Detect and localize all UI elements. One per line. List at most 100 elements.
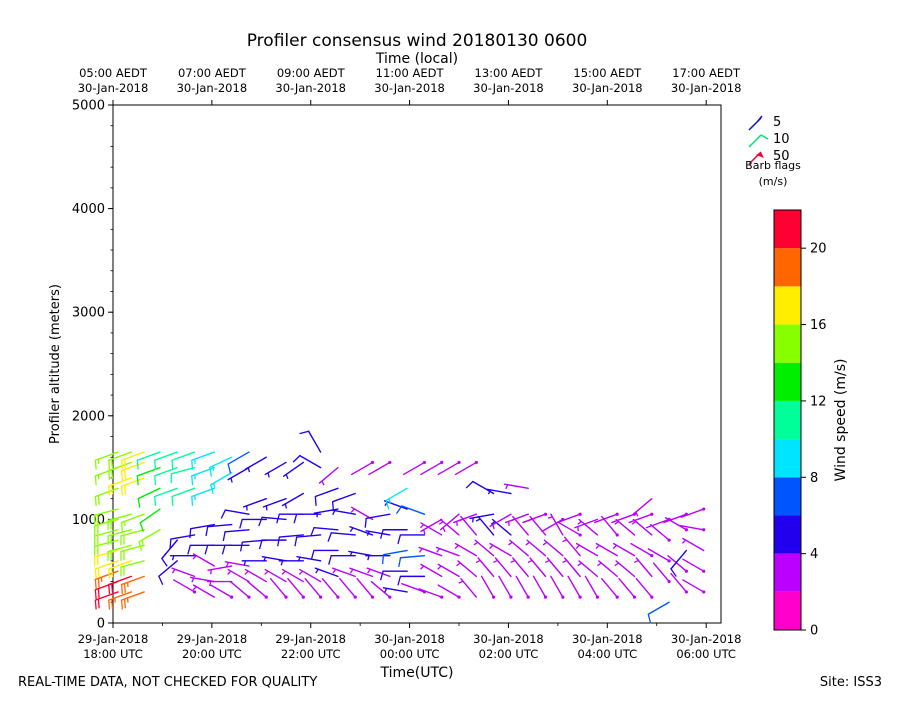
- colorbar-tick-label: 8: [810, 471, 818, 486]
- barb-full-feather: [365, 518, 366, 527]
- colorbar-segment: [774, 554, 801, 592]
- barb-full-feather: [109, 569, 110, 578]
- barb-station-dot: [702, 590, 705, 593]
- barb-full-feather: [112, 568, 113, 577]
- colorbar-segment: [774, 515, 801, 553]
- barb-station-dot: [440, 596, 443, 599]
- x-top-tick-label-time: 11:00 AEDT: [376, 66, 445, 80]
- colorbar-tick-label: 0: [810, 624, 818, 639]
- x-tick-label-time: 06:00 UTC: [676, 647, 736, 661]
- barb-station-dot: [336, 596, 339, 599]
- barb-station-dot: [457, 596, 460, 599]
- x-axis-label: Time(UTC): [380, 665, 454, 681]
- barb-full-feather: [109, 585, 110, 594]
- barb-full-feather: [137, 476, 138, 485]
- barb-station-dot: [579, 533, 582, 536]
- x-tick-label-time: 20:00 UTC: [182, 647, 242, 661]
- barb-station-dot: [685, 528, 688, 531]
- x-tick-label-time: 22:00 UTC: [281, 647, 341, 661]
- barb-station-dot: [616, 533, 619, 536]
- barb-full-feather: [122, 600, 123, 609]
- legend-title-line1: Barb flags: [745, 159, 801, 172]
- barb-station-dot: [579, 596, 582, 599]
- barb-station-dot: [354, 596, 357, 599]
- barb-full-feather: [125, 485, 126, 494]
- y-tick-label: 1000: [72, 513, 105, 528]
- barb-station-dot: [388, 596, 391, 599]
- barb-full-feather: [109, 471, 110, 480]
- barb-station-dot: [475, 461, 478, 464]
- x-tick-label-date: 30-Jan-2018: [671, 632, 742, 646]
- barb-full-feather: [112, 459, 113, 468]
- colorbar-tick-label: 16: [810, 318, 827, 333]
- x-top-tick-label-time: 09:00 AEDT: [277, 66, 346, 80]
- barb-full-feather: [155, 497, 156, 506]
- barb-full-feather: [192, 497, 193, 506]
- barb-full-feather: [122, 522, 123, 531]
- y-tick-label: 4000: [72, 202, 105, 217]
- y-axis-label: Profiler altitude (meters): [48, 284, 63, 444]
- x-tick-label-date: 29-Jan-2018: [78, 632, 149, 646]
- barb-full-feather: [109, 460, 110, 469]
- colorbar-segment: [774, 401, 801, 439]
- colorbar-tick-label: 4: [810, 547, 818, 562]
- barb-station-dot: [685, 590, 688, 593]
- barb-full-feather: [98, 568, 99, 577]
- barb-full-feather: [98, 599, 99, 608]
- barb-station-dot: [616, 513, 619, 516]
- barb-full-feather: [122, 471, 123, 480]
- colorbar-segment: [774, 592, 801, 630]
- colorbar-segment: [774, 477, 801, 515]
- barb-full-feather: [112, 485, 113, 494]
- y-tick-label: 2000: [72, 409, 105, 424]
- barb-station-dot: [579, 513, 582, 516]
- barb-station-dot: [527, 596, 530, 599]
- colorbar-segment: [774, 325, 801, 363]
- x-top-tick-label-time: 13:00 AEDT: [475, 66, 544, 80]
- barb-station-dot: [247, 596, 250, 599]
- barb-full-feather: [155, 476, 156, 485]
- barb-full-feather: [190, 529, 191, 538]
- legend-label: 10: [773, 132, 790, 147]
- barb-station-dot: [440, 461, 443, 464]
- colorbar-segment: [774, 439, 801, 477]
- legend-title-line2: (m/s): [759, 175, 788, 188]
- barb-full-feather: [112, 470, 113, 479]
- barb-full-feather: [95, 497, 96, 506]
- barb-station-dot: [650, 513, 653, 516]
- x-top-tick-label-date: 30-Jan-2018: [671, 81, 742, 95]
- barb-full-feather: [112, 583, 113, 592]
- barb-station-dot: [423, 461, 426, 464]
- x-tick-label-date: 29-Jan-2018: [275, 632, 346, 646]
- barb-station-dot: [265, 596, 268, 599]
- barb-full-feather: [109, 486, 110, 495]
- barb-station-dot: [667, 580, 670, 583]
- x-tick-label-date: 30-Jan-2018: [374, 632, 445, 646]
- barb-station-dot: [561, 596, 564, 599]
- colorbar-segment: [774, 363, 801, 401]
- y-tick-label: 0: [97, 617, 105, 632]
- barb-full-feather: [192, 460, 193, 469]
- barb-station-dot: [667, 539, 670, 542]
- x-top-tick-label-date: 30-Jan-2018: [177, 81, 248, 95]
- barb-station-dot: [388, 461, 391, 464]
- x-top-tick-label-time: 05:00 AEDT: [79, 66, 148, 80]
- barb-station-dot: [371, 596, 374, 599]
- barb-full-feather: [315, 497, 316, 506]
- barb-full-feather: [192, 476, 193, 485]
- x-tick-label-time: 00:00 UTC: [380, 647, 440, 661]
- barb-full-feather: [125, 459, 126, 468]
- barb-station-dot: [596, 596, 599, 599]
- colorbar-segment: [774, 248, 801, 286]
- x-tick-label-date: 30-Jan-2018: [473, 632, 544, 646]
- barb-full-feather: [333, 502, 334, 511]
- barb-full-feather: [98, 589, 99, 598]
- x-top-tick-label-date: 30-Jan-2018: [275, 81, 346, 95]
- barb-station-dot: [457, 461, 460, 464]
- footer-quality-note: REAL-TIME DATA, NOT CHECKED FOR QUALITY: [18, 675, 317, 690]
- barb-station-dot: [284, 596, 287, 599]
- barb-full-feather: [95, 460, 96, 469]
- colorbar-label: Wind speed (m/s): [833, 359, 849, 482]
- y-tick-label: 3000: [72, 306, 105, 321]
- colorbar-tick-label: 12: [810, 394, 827, 409]
